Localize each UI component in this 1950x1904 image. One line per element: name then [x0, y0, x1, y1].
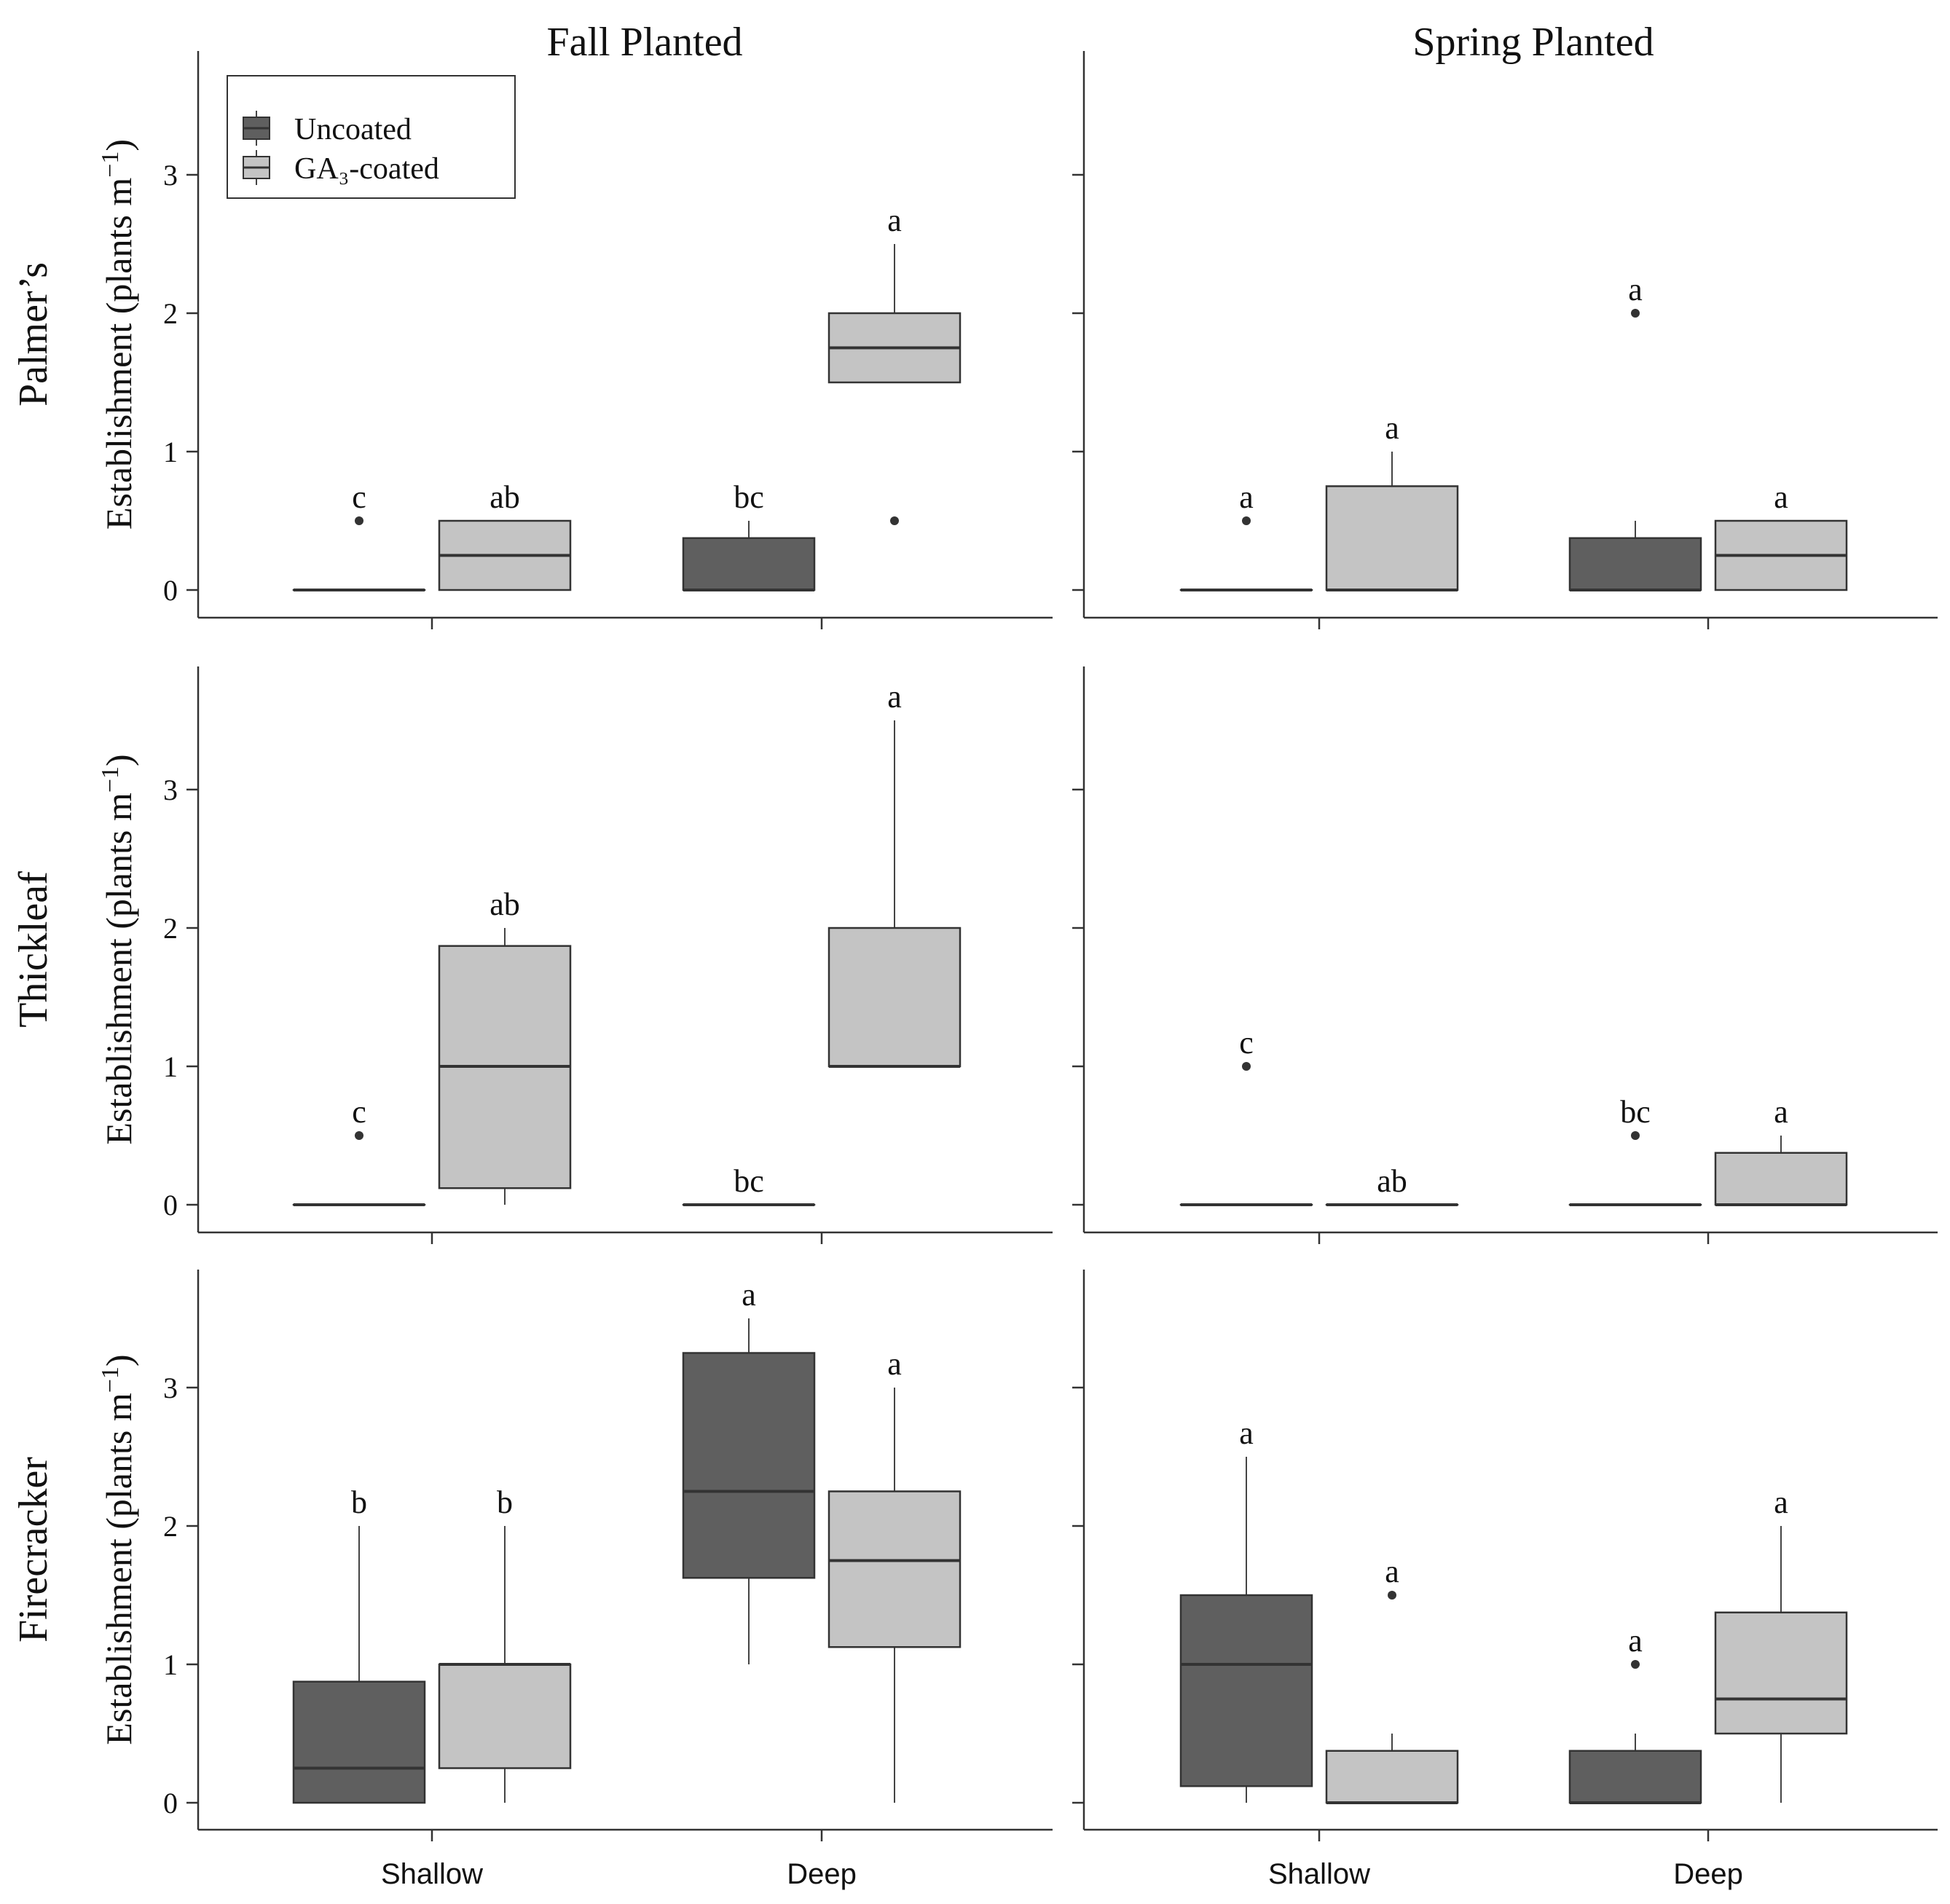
- y-axis-label-text: Establishment (plants m: [98, 1393, 139, 1744]
- x-tick-label-c0-0: Shallow: [381, 1858, 483, 1890]
- box-p4-b2: [682, 1352, 816, 1579]
- legend-box: [227, 75, 516, 199]
- y-tick-label-r0-0: 0: [163, 574, 178, 607]
- y-axis-label-unit-exponent: −1: [97, 152, 124, 178]
- x-tick-label-c1-0: Shallow: [1268, 1858, 1370, 1890]
- box-p2-b3: [827, 927, 962, 1068]
- significance-letter-p0-b0: c: [352, 479, 366, 515]
- y-tick-label-r0-2: 2: [163, 297, 178, 330]
- significance-letter-p5-b1: a: [1385, 1554, 1399, 1589]
- row-title-0: Palmer’s: [11, 262, 56, 406]
- significance-letter-p3-b2: bc: [1620, 1094, 1651, 1130]
- row-title-1: Thickleaf: [11, 871, 56, 1028]
- column-title-fall: Fall Planted: [546, 20, 742, 65]
- outlier-p3-b0-0: [1242, 1062, 1251, 1071]
- significance-letter-p3-b1: ab: [1377, 1163, 1407, 1199]
- y-axis-label-unit-exponent: −1: [97, 766, 124, 792]
- y-tick-label-r1-1: 1: [163, 1050, 178, 1083]
- y-axis-label-1: Establishment (plants m−1): [97, 754, 139, 1144]
- significance-letter-p1-b0: a: [1239, 479, 1254, 515]
- significance-letter-p0-b2: bc: [734, 479, 764, 515]
- column-title-spring: Spring Planted: [1412, 20, 1654, 65]
- y-axis-label-close: ): [98, 139, 139, 152]
- box-p1-b2: [1568, 537, 1702, 591]
- significance-letter-p5-b3: a: [1774, 1484, 1788, 1520]
- box-p3-b3: [1714, 1152, 1848, 1206]
- significance-letter-p2-b3: a: [887, 679, 902, 715]
- y-tick-label-r1-2: 2: [163, 912, 178, 945]
- outlier-p5-b2-0: [1631, 1660, 1640, 1669]
- box-p4-b3: [827, 1490, 962, 1648]
- y-tick-label-r1-3: 3: [163, 774, 178, 806]
- box-p4-b1: [438, 1663, 572, 1769]
- box-p4-b0: [292, 1680, 426, 1804]
- significance-letter-p0-b3: a: [887, 202, 902, 238]
- outlier-p0-b3-0: [890, 516, 899, 525]
- y-axis-label-close: ): [98, 754, 139, 766]
- outlier-p0-b0-0: [355, 516, 363, 525]
- significance-letter-p4-b1: b: [497, 1484, 513, 1520]
- y-tick-label-r2-1: 1: [163, 1648, 178, 1681]
- significance-letter-p4-b3: a: [887, 1346, 902, 1382]
- y-axis-label-0: Establishment (plants m−1): [97, 139, 139, 530]
- significance-letter-p2-b2: bc: [734, 1163, 764, 1199]
- outlier-p1-b0-0: [1242, 516, 1251, 525]
- significance-letter-p3-b3: a: [1774, 1094, 1788, 1130]
- y-tick-label-r0-1: 1: [163, 436, 178, 468]
- significance-letter-p1-b3: a: [1774, 479, 1788, 515]
- y-axis-label-text: Establishment (plants m: [98, 792, 139, 1144]
- y-axis-label-2: Establishment (plants m−1): [97, 1354, 139, 1744]
- box-p5-b2: [1568, 1750, 1702, 1804]
- outlier-p3-b2-0: [1631, 1131, 1640, 1140]
- significance-letter-p4-b2: a: [742, 1277, 756, 1313]
- significance-letter-p5-b2: a: [1628, 1623, 1643, 1659]
- x-tick-label-c0-1: Deep: [787, 1858, 857, 1890]
- legend-label-uncoated: Uncoated: [294, 113, 412, 146]
- significance-letter-p4-b0: b: [351, 1484, 367, 1520]
- y-axis-label-text: Establishment (plants m: [98, 178, 139, 530]
- y-tick-label-r2-2: 2: [163, 1510, 178, 1543]
- significance-letter-p1-b1: a: [1385, 410, 1399, 446]
- box-p1-b1: [1325, 485, 1459, 591]
- row-title-2: Firecracker: [11, 1457, 56, 1643]
- significance-letter-p5-b0: a: [1239, 1415, 1254, 1451]
- significance-letter-p0-b1: ab: [490, 479, 520, 515]
- box-p5-b1: [1325, 1750, 1459, 1804]
- box-p0-b2: [682, 537, 816, 591]
- significance-letter-p1-b2: a: [1628, 272, 1643, 307]
- y-tick-label-r2-0: 0: [163, 1787, 178, 1820]
- y-tick-label-r2-3: 3: [163, 1372, 178, 1404]
- y-tick-label-r1-0: 0: [163, 1189, 178, 1222]
- significance-letter-p2-b1: ab: [490, 886, 520, 922]
- x-tick-label-c1-1: Deep: [1673, 1858, 1743, 1890]
- box-p5-b0: [1179, 1594, 1313, 1787]
- box-p5-b3: [1714, 1611, 1848, 1735]
- significance-letter-p2-b0: c: [352, 1094, 366, 1130]
- outlier-p1-b2-0: [1631, 309, 1640, 318]
- legend-label-coated: GA₃-coated: [294, 152, 439, 186]
- outlier-p5-b1-0: [1388, 1591, 1396, 1600]
- y-axis-label-close: ): [98, 1354, 139, 1366]
- y-tick-label-r0-3: 3: [163, 159, 178, 192]
- y-axis-label-unit-exponent: −1: [97, 1366, 124, 1393]
- outlier-p2-b0-0: [355, 1131, 363, 1140]
- significance-letter-p3-b0: c: [1239, 1025, 1254, 1061]
